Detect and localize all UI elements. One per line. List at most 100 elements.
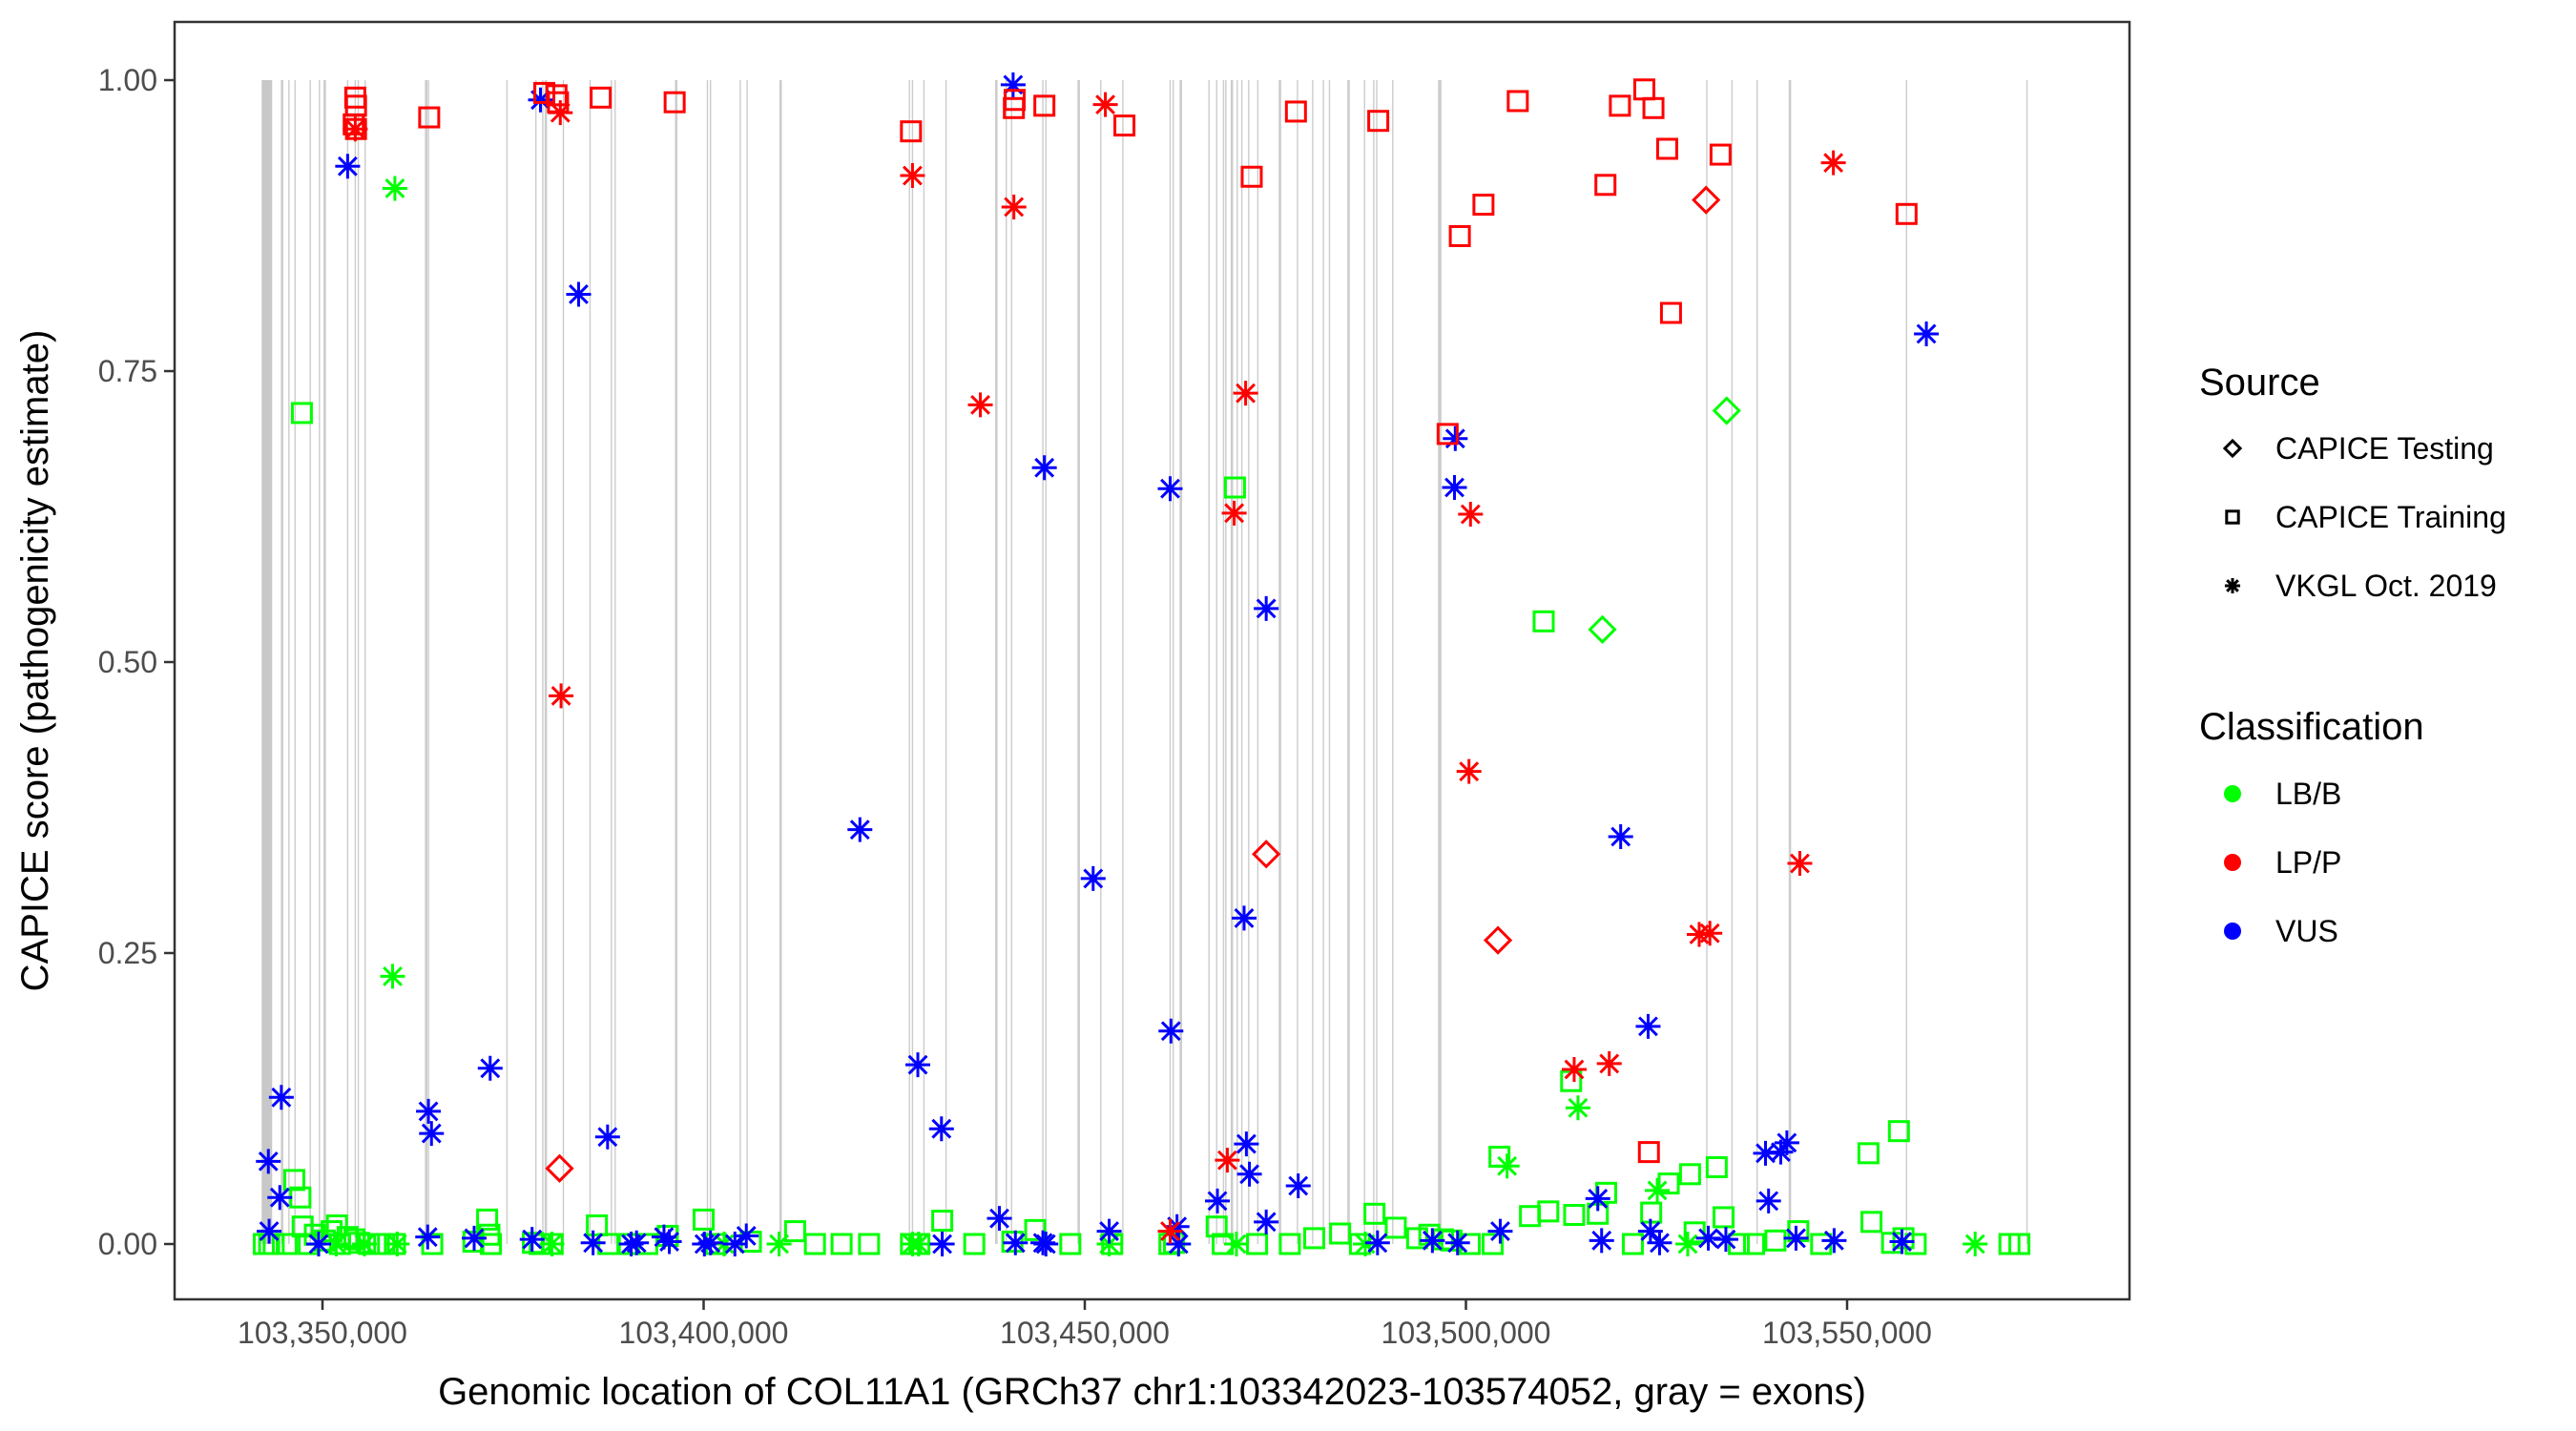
data-point	[1157, 1218, 1183, 1244]
data-point	[476, 1208, 499, 1231]
data-point	[1231, 905, 1257, 931]
data-point	[1223, 476, 1246, 499]
data-point	[1205, 1215, 1228, 1238]
x-axis-title: Genomic location of COL11A1 (GRCh37 chr1…	[438, 1371, 1866, 1413]
data-point	[1914, 321, 1940, 346]
data-point	[1709, 143, 1732, 166]
data-point	[1743, 1233, 1766, 1255]
data-point	[539, 1232, 565, 1256]
data-point	[580, 1230, 606, 1255]
x-axis: 103,350,000 103,400,000 103,450,000 103,500…	[238, 1299, 1932, 1350]
data-point	[624, 1230, 650, 1255]
data-point	[1755, 1188, 1781, 1213]
legend-class-item: VUS	[2224, 914, 2338, 948]
data-point	[1585, 1186, 1610, 1212]
data-point	[1364, 1230, 1390, 1255]
data-point	[1892, 1227, 1915, 1250]
data-point	[1472, 194, 1495, 217]
data-point	[2008, 1233, 2031, 1255]
exon-layer	[261, 80, 2028, 1244]
data-point	[1481, 1233, 1504, 1255]
data-point	[257, 1218, 282, 1244]
data-point	[519, 1227, 545, 1253]
data-point	[1860, 1211, 1883, 1234]
data-point	[1215, 1148, 1240, 1173]
data-point	[1678, 1163, 1701, 1186]
data-point	[1003, 89, 1026, 112]
y-axis: 0.00 0.25 0.50 0.75 1.00	[98, 63, 175, 1261]
data-point	[1705, 1155, 1728, 1178]
data-point	[1448, 224, 1471, 247]
data-point	[1657, 1172, 1680, 1195]
data-point	[1444, 1230, 1470, 1255]
data-point	[415, 1224, 441, 1250]
data-point	[697, 1230, 723, 1255]
data-point	[1240, 165, 1263, 188]
data-point	[1458, 502, 1484, 528]
data-point	[351, 1232, 377, 1256]
data-point	[1889, 1229, 1915, 1255]
data-point	[1642, 96, 1665, 119]
legend-label: VKGL Oct. 2019	[2275, 569, 2497, 603]
data-point	[1647, 1230, 1672, 1255]
data-point	[1787, 851, 1813, 877]
data-point	[590, 86, 613, 109]
data-point	[1783, 1225, 1809, 1251]
data-point	[419, 1121, 445, 1147]
square-icon	[2225, 509, 2240, 525]
data-point	[1003, 1230, 1028, 1255]
data-point	[1645, 1177, 1671, 1203]
x-tick-label: 103,550,000	[1762, 1316, 1932, 1350]
data-point	[905, 1052, 931, 1078]
data-point	[1589, 1228, 1614, 1254]
data-point	[566, 281, 592, 307]
data-point	[1205, 1188, 1231, 1213]
data-point	[343, 113, 365, 135]
legend: Source CAPICE Testing CAPICE Training VKGL…	[2199, 362, 2506, 948]
data-point	[1895, 202, 1918, 225]
y-tick-label: 1.00	[98, 63, 157, 97]
data-point	[1420, 1228, 1445, 1254]
data-point	[549, 683, 574, 709]
data-point	[545, 84, 568, 107]
data-point	[1158, 1018, 1184, 1044]
legend-label: VUS	[2275, 914, 2338, 948]
x-tick-label: 103,450,000	[1000, 1316, 1170, 1350]
data-point	[905, 1232, 931, 1256]
data-point	[418, 106, 441, 129]
data-point	[1532, 610, 1555, 633]
legend-source-title: Source	[2199, 362, 2320, 404]
data-point	[987, 1206, 1012, 1232]
panel-border	[173, 20, 2131, 1301]
data-point	[1655, 137, 1678, 160]
data-point	[1621, 1233, 1644, 1255]
data-point	[1252, 840, 1281, 869]
data-point	[1157, 476, 1183, 502]
data-point	[693, 1208, 715, 1231]
data-point	[1367, 110, 1390, 133]
data-point	[1820, 150, 1846, 176]
data-point	[1096, 1232, 1122, 1256]
data-point	[1443, 425, 1468, 451]
x-tick-label: 103,350,000	[238, 1316, 407, 1350]
data-point	[1588, 614, 1617, 644]
data-point	[1713, 1206, 1735, 1229]
data-point	[1753, 1140, 1778, 1166]
data-point	[1637, 1218, 1663, 1244]
legend-source-item: VKGL Oct. 2019	[2224, 569, 2497, 603]
points-layer	[252, 72, 2031, 1256]
legend-class-item: LP/P	[2224, 845, 2341, 880]
data-point	[1594, 174, 1617, 197]
data-point	[586, 1213, 609, 1236]
data-point	[1487, 1218, 1513, 1244]
legend-source-item: CAPICE Training	[2225, 500, 2506, 534]
data-point	[928, 1116, 954, 1142]
data-point	[1632, 78, 1655, 101]
data-point	[830, 1233, 853, 1255]
legend-label: CAPICE Training	[2275, 500, 2506, 534]
y-tick-label: 0.25	[98, 936, 157, 970]
legend-source-item: CAPICE Testing	[2222, 431, 2494, 466]
data-point	[929, 1232, 955, 1256]
data-point	[1764, 1229, 1787, 1252]
data-point	[323, 1232, 349, 1256]
